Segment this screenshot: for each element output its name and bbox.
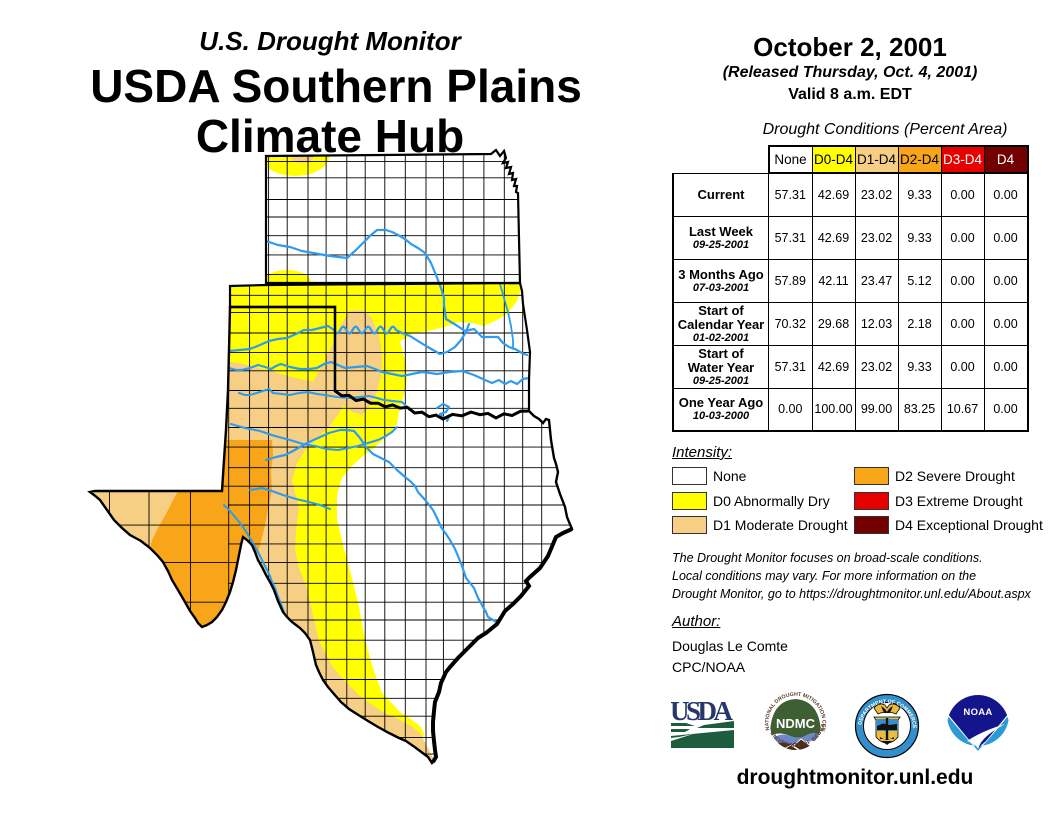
svg-text:NDMC: NDMC xyxy=(776,716,816,731)
svg-text:USDA: USDA xyxy=(671,699,734,726)
svg-text:NOAA: NOAA xyxy=(963,707,992,718)
